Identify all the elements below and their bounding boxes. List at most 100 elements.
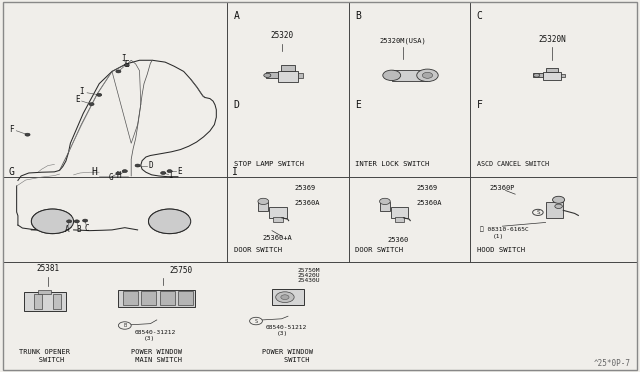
Text: HOOD SWITCH: HOOD SWITCH: [477, 247, 525, 253]
Text: G: G: [108, 173, 113, 182]
Circle shape: [534, 74, 540, 77]
Text: 25320N: 25320N: [538, 35, 566, 44]
Circle shape: [67, 220, 72, 223]
Text: I: I: [79, 87, 84, 96]
Bar: [546, 68, 558, 72]
Text: B: B: [76, 225, 81, 234]
Bar: [24, 292, 66, 311]
Text: POWER WINDOW
    SWITCH: POWER WINDOW SWITCH: [262, 349, 314, 363]
Text: 25369: 25369: [294, 185, 316, 191]
Text: S: S: [536, 210, 540, 215]
Text: 25360+A: 25360+A: [262, 235, 292, 241]
Circle shape: [281, 295, 289, 299]
Bar: [543, 72, 561, 80]
Text: (3): (3): [276, 331, 288, 336]
Circle shape: [31, 209, 74, 234]
Text: D: D: [148, 161, 153, 170]
Text: 25381: 25381: [36, 264, 60, 273]
Text: D: D: [234, 100, 239, 110]
Bar: [281, 64, 295, 71]
Circle shape: [124, 64, 129, 67]
Text: A: A: [65, 225, 70, 234]
Bar: [532, 73, 543, 77]
Circle shape: [167, 170, 172, 173]
Text: B: B: [355, 11, 361, 21]
Bar: [118, 290, 195, 307]
Text: H: H: [116, 171, 121, 180]
Text: INTER LOCK SWITCH: INTER LOCK SWITCH: [355, 161, 429, 167]
Text: 25360: 25360: [387, 237, 408, 243]
Text: 25320: 25320: [270, 31, 293, 40]
Text: 25420U: 25420U: [298, 273, 320, 278]
Circle shape: [422, 73, 433, 78]
Bar: [395, 217, 404, 222]
Text: C: C: [477, 11, 483, 21]
Text: 25369: 25369: [416, 185, 437, 191]
Text: STOP LAMP SWITCH: STOP LAMP SWITCH: [234, 161, 303, 167]
Circle shape: [116, 172, 121, 175]
Circle shape: [264, 73, 271, 77]
Circle shape: [258, 198, 269, 205]
Text: 25360A: 25360A: [416, 200, 442, 206]
Text: TRUNK OPENER
   SWITCH: TRUNK OPENER SWITCH: [19, 349, 70, 363]
Text: DOOR SWITCH: DOOR SWITCH: [355, 247, 403, 253]
Bar: [141, 291, 156, 305]
Text: E: E: [355, 100, 361, 110]
Circle shape: [417, 69, 438, 81]
Bar: [266, 73, 278, 78]
Text: F: F: [9, 125, 14, 134]
Circle shape: [122, 170, 127, 173]
Circle shape: [97, 93, 102, 96]
Bar: [160, 291, 175, 305]
Circle shape: [74, 220, 79, 223]
Text: 25430U: 25430U: [298, 278, 320, 283]
Circle shape: [383, 70, 401, 80]
Text: Ⓢ 08310-6165C: Ⓢ 08310-6165C: [480, 226, 529, 232]
Text: A: A: [234, 11, 239, 21]
Text: DOOR SWITCH: DOOR SWITCH: [234, 247, 282, 253]
Text: 25750: 25750: [170, 266, 193, 275]
Bar: [38, 290, 51, 294]
Text: S: S: [255, 318, 257, 324]
Text: 25320M(USA): 25320M(USA): [380, 37, 427, 44]
Circle shape: [135, 164, 140, 167]
Circle shape: [89, 103, 94, 106]
Text: ASCD CANCEL SWITCH: ASCD CANCEL SWITCH: [477, 161, 548, 167]
Text: (3): (3): [144, 336, 156, 341]
Text: E: E: [124, 60, 129, 69]
Bar: [298, 73, 303, 78]
Text: F: F: [477, 100, 483, 110]
Text: ^25*0P-7: ^25*0P-7: [593, 359, 630, 368]
Bar: [278, 71, 298, 82]
Text: B: B: [123, 323, 127, 328]
Bar: [273, 217, 283, 222]
Bar: [178, 291, 193, 305]
Bar: [123, 291, 138, 305]
Circle shape: [83, 219, 88, 222]
Text: H: H: [92, 167, 97, 177]
Text: 25360P: 25360P: [490, 185, 515, 191]
Bar: [392, 70, 428, 80]
Text: E: E: [75, 95, 80, 104]
Text: E: E: [177, 167, 182, 176]
Bar: [547, 202, 563, 218]
Bar: [269, 206, 287, 218]
Bar: [391, 206, 408, 218]
Text: 08540-31212: 08540-31212: [134, 330, 175, 335]
Text: I: I: [232, 167, 238, 177]
Circle shape: [552, 196, 564, 203]
Text: I: I: [121, 54, 126, 63]
Text: POWER WINDOW
 MAIN SWITCH: POWER WINDOW MAIN SWITCH: [131, 349, 182, 363]
Circle shape: [380, 198, 390, 205]
Text: (1): (1): [493, 234, 504, 239]
Bar: [34, 294, 42, 309]
Circle shape: [555, 204, 563, 208]
Circle shape: [148, 209, 191, 234]
Text: C: C: [84, 224, 90, 233]
Text: 25750M: 25750M: [298, 268, 320, 273]
Text: I: I: [168, 171, 173, 180]
Circle shape: [25, 133, 30, 136]
Text: 25360A: 25360A: [294, 200, 320, 206]
Circle shape: [276, 292, 294, 302]
Text: 08540-51212: 08540-51212: [266, 325, 307, 330]
